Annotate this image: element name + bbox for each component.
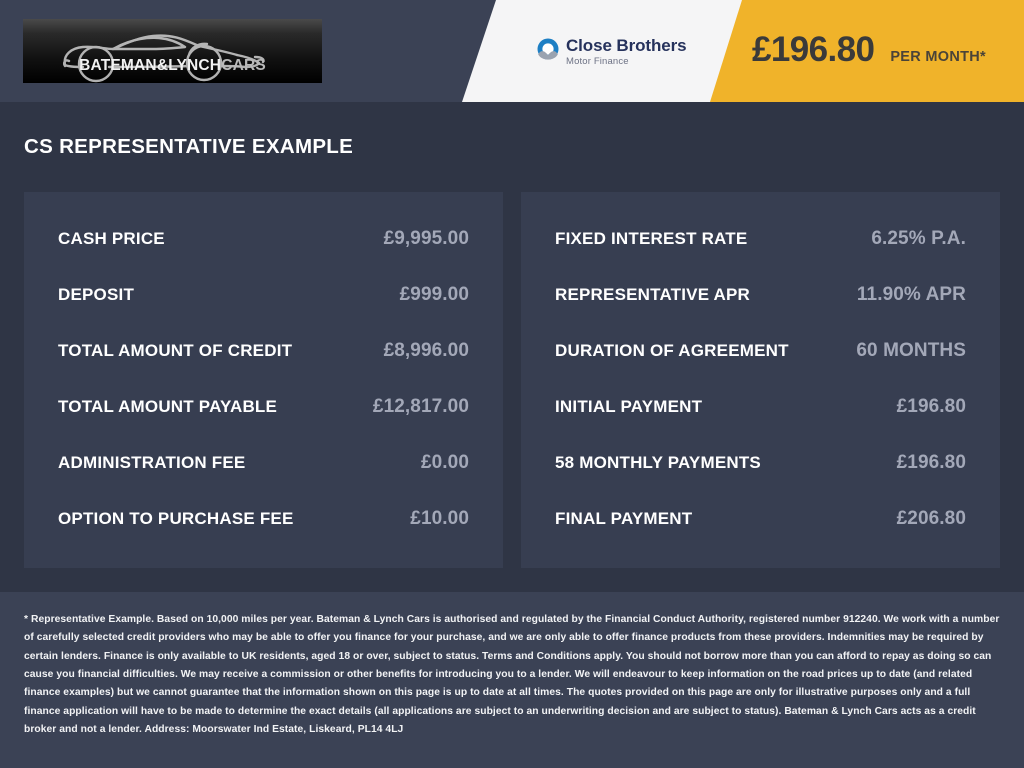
close-brothers-circle-mark-icon bbox=[537, 38, 559, 60]
table-row: FIXED INTEREST RATE 6.25% P.A. bbox=[555, 228, 966, 284]
dealer-name-bold: BATEMAN&LYNCH bbox=[79, 57, 222, 74]
monthly-price-period: PER MONTH* bbox=[890, 49, 986, 65]
table-row: DEPOSIT £999.00 bbox=[58, 284, 469, 340]
row-value: £12,817.00 bbox=[372, 396, 469, 417]
right-panel-rows: FIXED INTEREST RATE 6.25% P.A. REPRESENT… bbox=[555, 192, 966, 568]
lender-subtitle: Motor Finance bbox=[566, 55, 629, 67]
row-value: £0.00 bbox=[420, 452, 469, 473]
table-row: OPTION TO PURCHASE FEE £10.00 bbox=[58, 508, 469, 564]
lender-name: Close Brothers bbox=[566, 36, 687, 55]
left-panel-rows: CASH PRICE £9,995.00 DEPOSIT £999.00 TOT… bbox=[58, 192, 469, 568]
table-row: TOTAL AMOUNT OF CREDIT £8,996.00 bbox=[58, 340, 469, 396]
page-title: CS REPRESENTATIVE EXAMPLE bbox=[24, 135, 354, 158]
row-label: INITIAL PAYMENT bbox=[555, 397, 703, 416]
row-label: ADMINISTRATION FEE bbox=[58, 453, 246, 472]
dealer-logo-wordmark: BATEMAN&LYNCHCARS bbox=[79, 57, 266, 75]
row-label: REPRESENTATIVE APR bbox=[555, 285, 751, 304]
row-label: TOTAL AMOUNT PAYABLE bbox=[58, 397, 278, 416]
row-label: DURATION OF AGREEMENT bbox=[555, 341, 789, 360]
row-label: OPTION TO PURCHASE FEE bbox=[58, 509, 294, 528]
table-row: REPRESENTATIVE APR 11.90% APR bbox=[555, 284, 966, 340]
dealer-name-light: CARS bbox=[221, 57, 266, 74]
row-value: 6.25% P.A. bbox=[871, 228, 966, 249]
dealer-logo[interactable]: BATEMAN&LYNCHCARS bbox=[23, 19, 322, 83]
row-value: £196.80 bbox=[896, 396, 966, 417]
lender-logo-close-brothers[interactable]: Close Brothers Motor Finance bbox=[537, 36, 687, 67]
row-label: FIXED INTEREST RATE bbox=[555, 229, 748, 248]
row-label: TOTAL AMOUNT OF CREDIT bbox=[58, 341, 293, 360]
row-label: FINAL PAYMENT bbox=[555, 509, 693, 528]
lender-logo-wordmark: Close Brothers Motor Finance bbox=[566, 36, 687, 67]
table-row: INITIAL PAYMENT £196.80 bbox=[555, 396, 966, 452]
finance-summary-panel-left: CASH PRICE £9,995.00 DEPOSIT £999.00 TOT… bbox=[24, 192, 503, 568]
table-row: ADMINISTRATION FEE £0.00 bbox=[58, 452, 469, 508]
row-label: DEPOSIT bbox=[58, 285, 135, 304]
table-row: CASH PRICE £9,995.00 bbox=[58, 228, 469, 284]
row-value: 11.90% APR bbox=[856, 284, 966, 305]
finance-summary-panel-right: FIXED INTEREST RATE 6.25% P.A. REPRESENT… bbox=[521, 192, 1000, 568]
row-value: £10.00 bbox=[410, 508, 469, 529]
row-label: 58 MONTHLY PAYMENTS bbox=[555, 453, 761, 472]
row-value: £8,996.00 bbox=[383, 340, 469, 361]
table-row: 58 MONTHLY PAYMENTS £196.80 bbox=[555, 452, 966, 508]
disclaimer-text: * Representative Example. Based on 10,00… bbox=[24, 614, 1000, 735]
header-yellow-wedge bbox=[710, 0, 1024, 102]
footer-disclaimer-band: * Representative Example. Based on 10,00… bbox=[0, 592, 1024, 768]
page-header: BATEMAN&LYNCHCARS Close Brothers Motor F… bbox=[0, 0, 1024, 102]
table-row: FINAL PAYMENT £206.80 bbox=[555, 508, 966, 564]
table-row: TOTAL AMOUNT PAYABLE £12,817.00 bbox=[58, 396, 469, 452]
monthly-price-block: £196.80 PER MONTH* bbox=[752, 32, 986, 67]
car-silhouette-icon bbox=[63, 34, 265, 83]
row-value: £206.80 bbox=[896, 508, 966, 529]
row-value: £999.00 bbox=[399, 284, 469, 305]
table-row: DURATION OF AGREEMENT 60 MONTHS bbox=[555, 340, 966, 396]
row-value: £196.80 bbox=[896, 452, 966, 473]
row-label: CASH PRICE bbox=[58, 229, 165, 248]
row-value: £9,995.00 bbox=[383, 228, 469, 249]
row-value: 60 MONTHS bbox=[856, 340, 966, 361]
monthly-price-amount: £196.80 bbox=[752, 30, 875, 69]
